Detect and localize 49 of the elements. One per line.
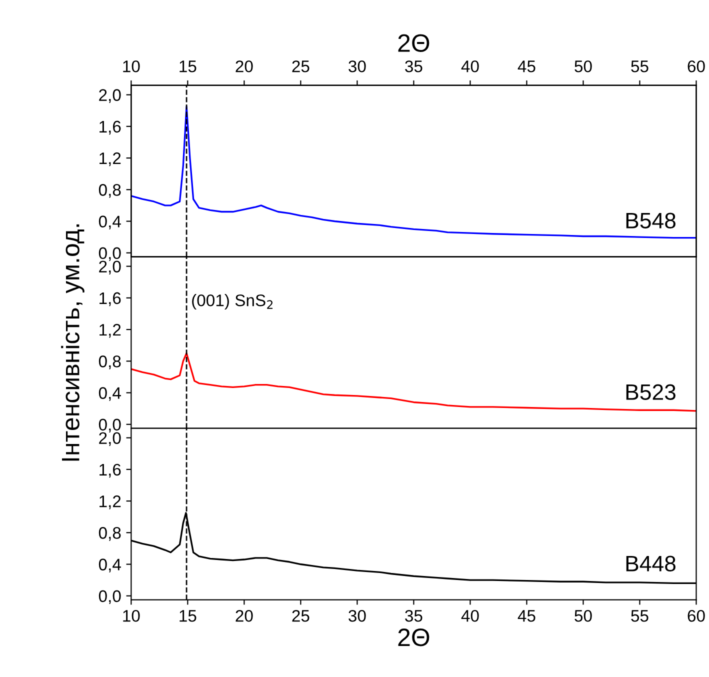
y-tick-label: 1,2 [100,495,121,510]
x2-tick-label: 35 [405,60,422,72]
y-tick-label: 2,0 [99,89,121,103]
x-tick-label: 10 [123,610,140,622]
y-tick-label: 0,4 [98,216,121,230]
x2-tick-label: 45 [518,60,536,72]
y-tick-label: 0,4 [98,558,121,572]
x-tick-label: 25 [292,610,310,622]
x2-tick-label: 15 [180,60,196,72]
x2-tick-label: 50 [574,60,592,72]
y-tick-label: 1,6 [100,292,121,306]
x2-tick-label: 60 [688,60,705,72]
y-tick-label: 0,8 [98,356,121,370]
y-tick-label: 1,2 [100,324,121,338]
x2-tick-label: 25 [292,60,310,72]
y-tick-label: 0,0 [98,247,121,262]
x2-tick-label: 20 [236,60,253,72]
x-tick-label: 35 [405,610,422,622]
series-label: B448 [626,556,676,572]
x-tick-label: 15 [180,610,196,622]
x2-tick-label: 55 [631,60,648,72]
y-tick-label: 1,6 [100,464,121,478]
x2-tick-label: 40 [461,60,479,72]
annotation: (001) SnS$_{2}$ [192,294,273,310]
y-tick-label: 0,8 [98,527,121,541]
series-label: B523 [626,384,676,400]
y-tick-label: 0,0 [98,590,121,604]
y-axis-title: Інтенсивність, ум.од. [61,224,84,461]
y-tick-label: 0,8 [98,184,121,198]
x-tick-label: 40 [461,610,479,622]
y-tick-label: 1,2 [100,152,121,166]
x-axis-title: 2Θ [398,628,430,646]
y-tick-label: 2,0 [99,260,121,274]
x2-tick-label: 10 [123,60,140,72]
series-label: B548 [626,212,676,228]
x2-axis-title: 2Θ [398,34,430,52]
x-tick-label: 60 [688,610,705,622]
x-tick-label: 45 [518,610,536,622]
y-tick-label: 1,6 [100,120,121,135]
y-tick-label: 2,0 [99,432,121,446]
x-tick-label: 30 [348,610,366,622]
x-tick-label: 50 [574,610,592,622]
line-series [131,106,696,239]
x2-tick-label: 30 [348,60,366,72]
line-series [131,352,696,412]
x-tick-label: 55 [631,610,648,622]
y-tick-label: 0,0 [98,418,121,433]
x-tick-label: 20 [236,610,253,622]
y-tick-label: 0,4 [98,387,121,401]
